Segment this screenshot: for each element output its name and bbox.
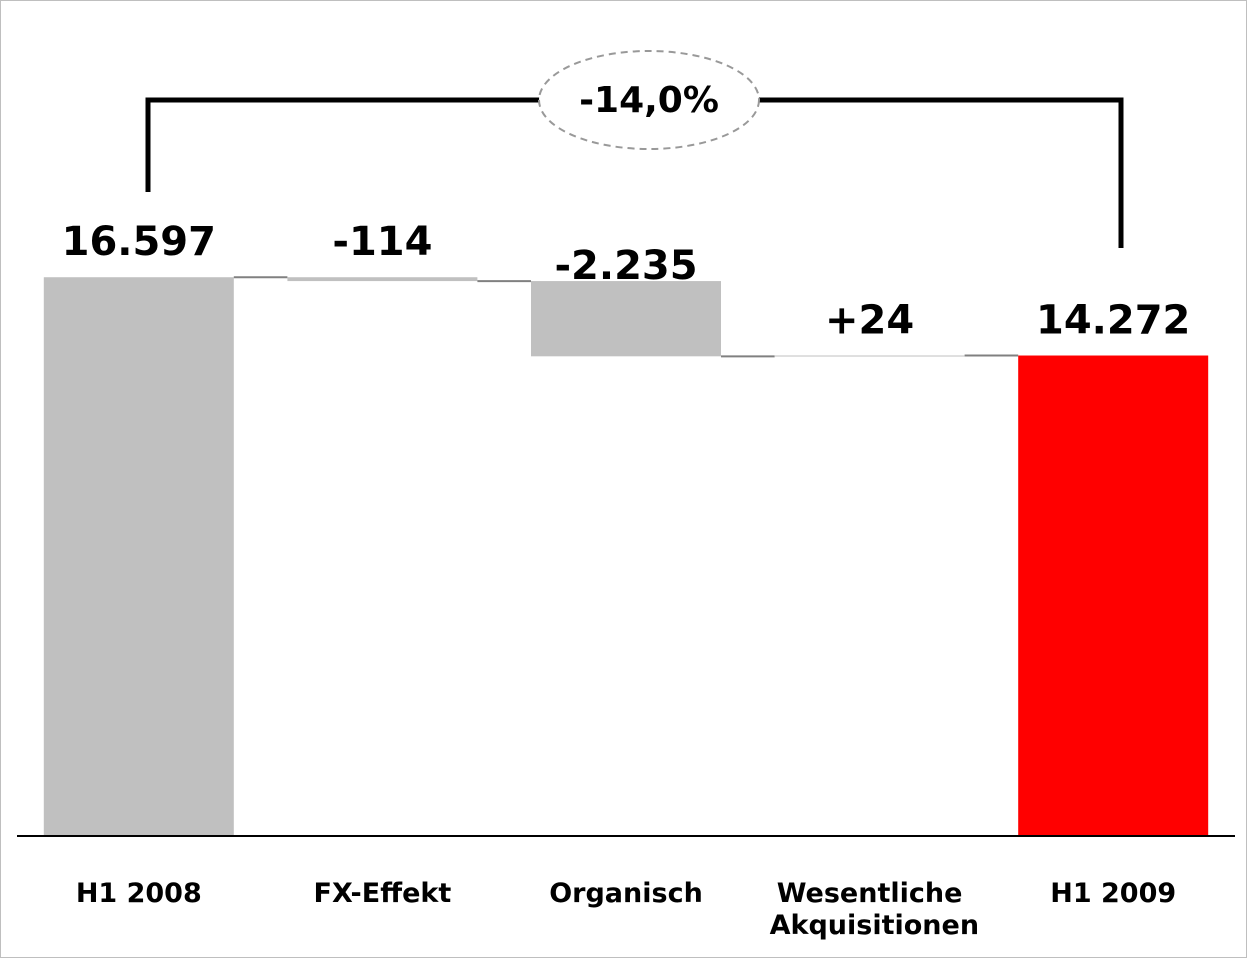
bar bbox=[1018, 355, 1209, 836]
value-label: 14.272 bbox=[1036, 298, 1190, 344]
category-label: Wesentliche Akquisitionen bbox=[769, 878, 980, 941]
category-label: FX-Effekt bbox=[313, 878, 452, 909]
annotation-ellipse bbox=[538, 50, 760, 150]
value-label: -114 bbox=[332, 219, 432, 265]
bracket bbox=[145, 97, 1124, 248]
bar bbox=[43, 277, 234, 836]
category-label: H1 2009 bbox=[1050, 878, 1177, 909]
value-label: -2.235 bbox=[554, 243, 697, 289]
annotation: -14,0% bbox=[579, 80, 719, 121]
bar bbox=[287, 277, 478, 282]
category-label: Organisch bbox=[549, 878, 703, 909]
value-label: 16.597 bbox=[62, 219, 216, 265]
bar bbox=[531, 281, 721, 357]
category-label: H1 2008 bbox=[75, 878, 202, 909]
value-label: +24 bbox=[825, 298, 914, 344]
bar bbox=[774, 355, 965, 357]
